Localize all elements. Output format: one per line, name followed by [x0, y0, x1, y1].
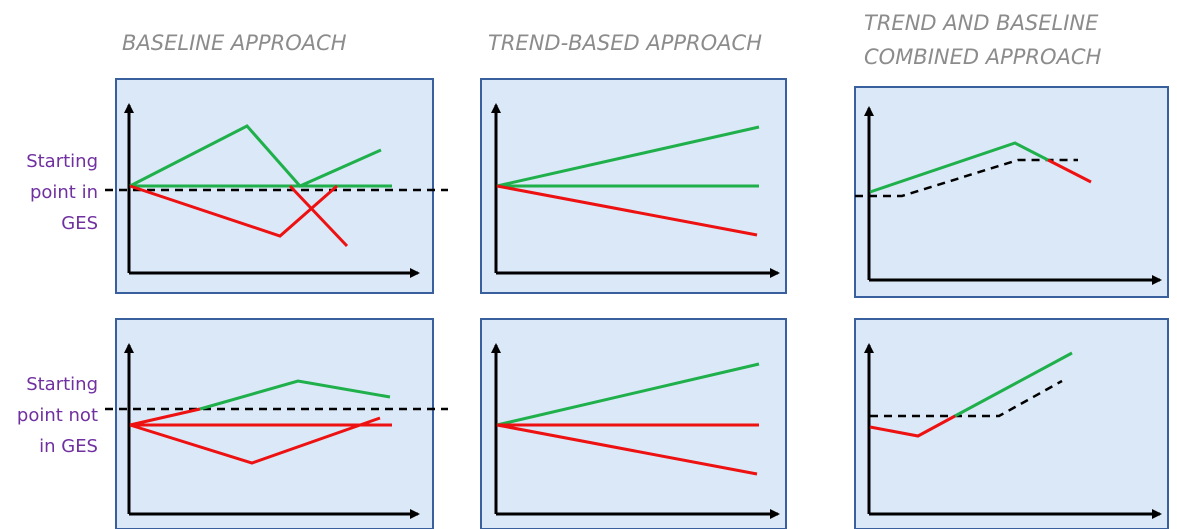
- row-label-ges: Starting point in GES: [0, 146, 98, 239]
- panel-combined-not-ges: [854, 318, 1169, 529]
- row-label-ges-line3: GES: [61, 213, 98, 234]
- improving-trajectory: [199, 379, 391, 411]
- deteriorating-trajectory-2: [288, 184, 349, 248]
- column-title-combined-line2: COMBINED APPROACH: [864, 45, 1102, 69]
- axes-combined-not-ges: [864, 343, 1162, 519]
- baseline-reference-line: [870, 379, 1063, 418]
- axes-trend-not-ges: [491, 343, 780, 519]
- axes-combined-ges: [864, 106, 1162, 285]
- column-title-combined-line1: TREND AND BASELINE: [864, 11, 1099, 35]
- improving-trajectory: [954, 351, 1073, 418]
- deteriorating-trajectory: [129, 184, 338, 238]
- deteriorating-trajectory: [129, 416, 381, 465]
- axes-baseline-ges: [124, 103, 420, 278]
- column-title-trend-based: TREND-BASED APPROACH: [488, 31, 762, 55]
- row-label-not-ges-line1: Starting: [26, 374, 98, 395]
- row-label-not-ges-line3: in GES: [39, 436, 98, 457]
- deteriorating-trajectory: [1047, 158, 1092, 184]
- row-label-ges-line1: Starting: [26, 151, 98, 172]
- deteriorating-trend: [496, 184, 758, 237]
- improving-trajectory: [869, 141, 1049, 194]
- row-label-ges-line2: point in: [29, 182, 98, 203]
- axes-trend-ges: [491, 103, 780, 278]
- row-label-not-ges: Starting point not in GES: [0, 369, 98, 462]
- panel-combined-ges: [854, 86, 1169, 298]
- axes-baseline-not-ges: [124, 343, 420, 519]
- deteriorating-approach: [129, 407, 201, 427]
- column-title-baseline: BASELINE APPROACH: [122, 31, 347, 55]
- improving-trend: [496, 362, 760, 427]
- deteriorating-trajectory: [869, 414, 956, 438]
- improving-trajectory: [129, 124, 382, 188]
- row-label-not-ges-line2: point not: [16, 405, 98, 426]
- improving-trend: [496, 125, 760, 188]
- deteriorating-trend: [496, 423, 758, 476]
